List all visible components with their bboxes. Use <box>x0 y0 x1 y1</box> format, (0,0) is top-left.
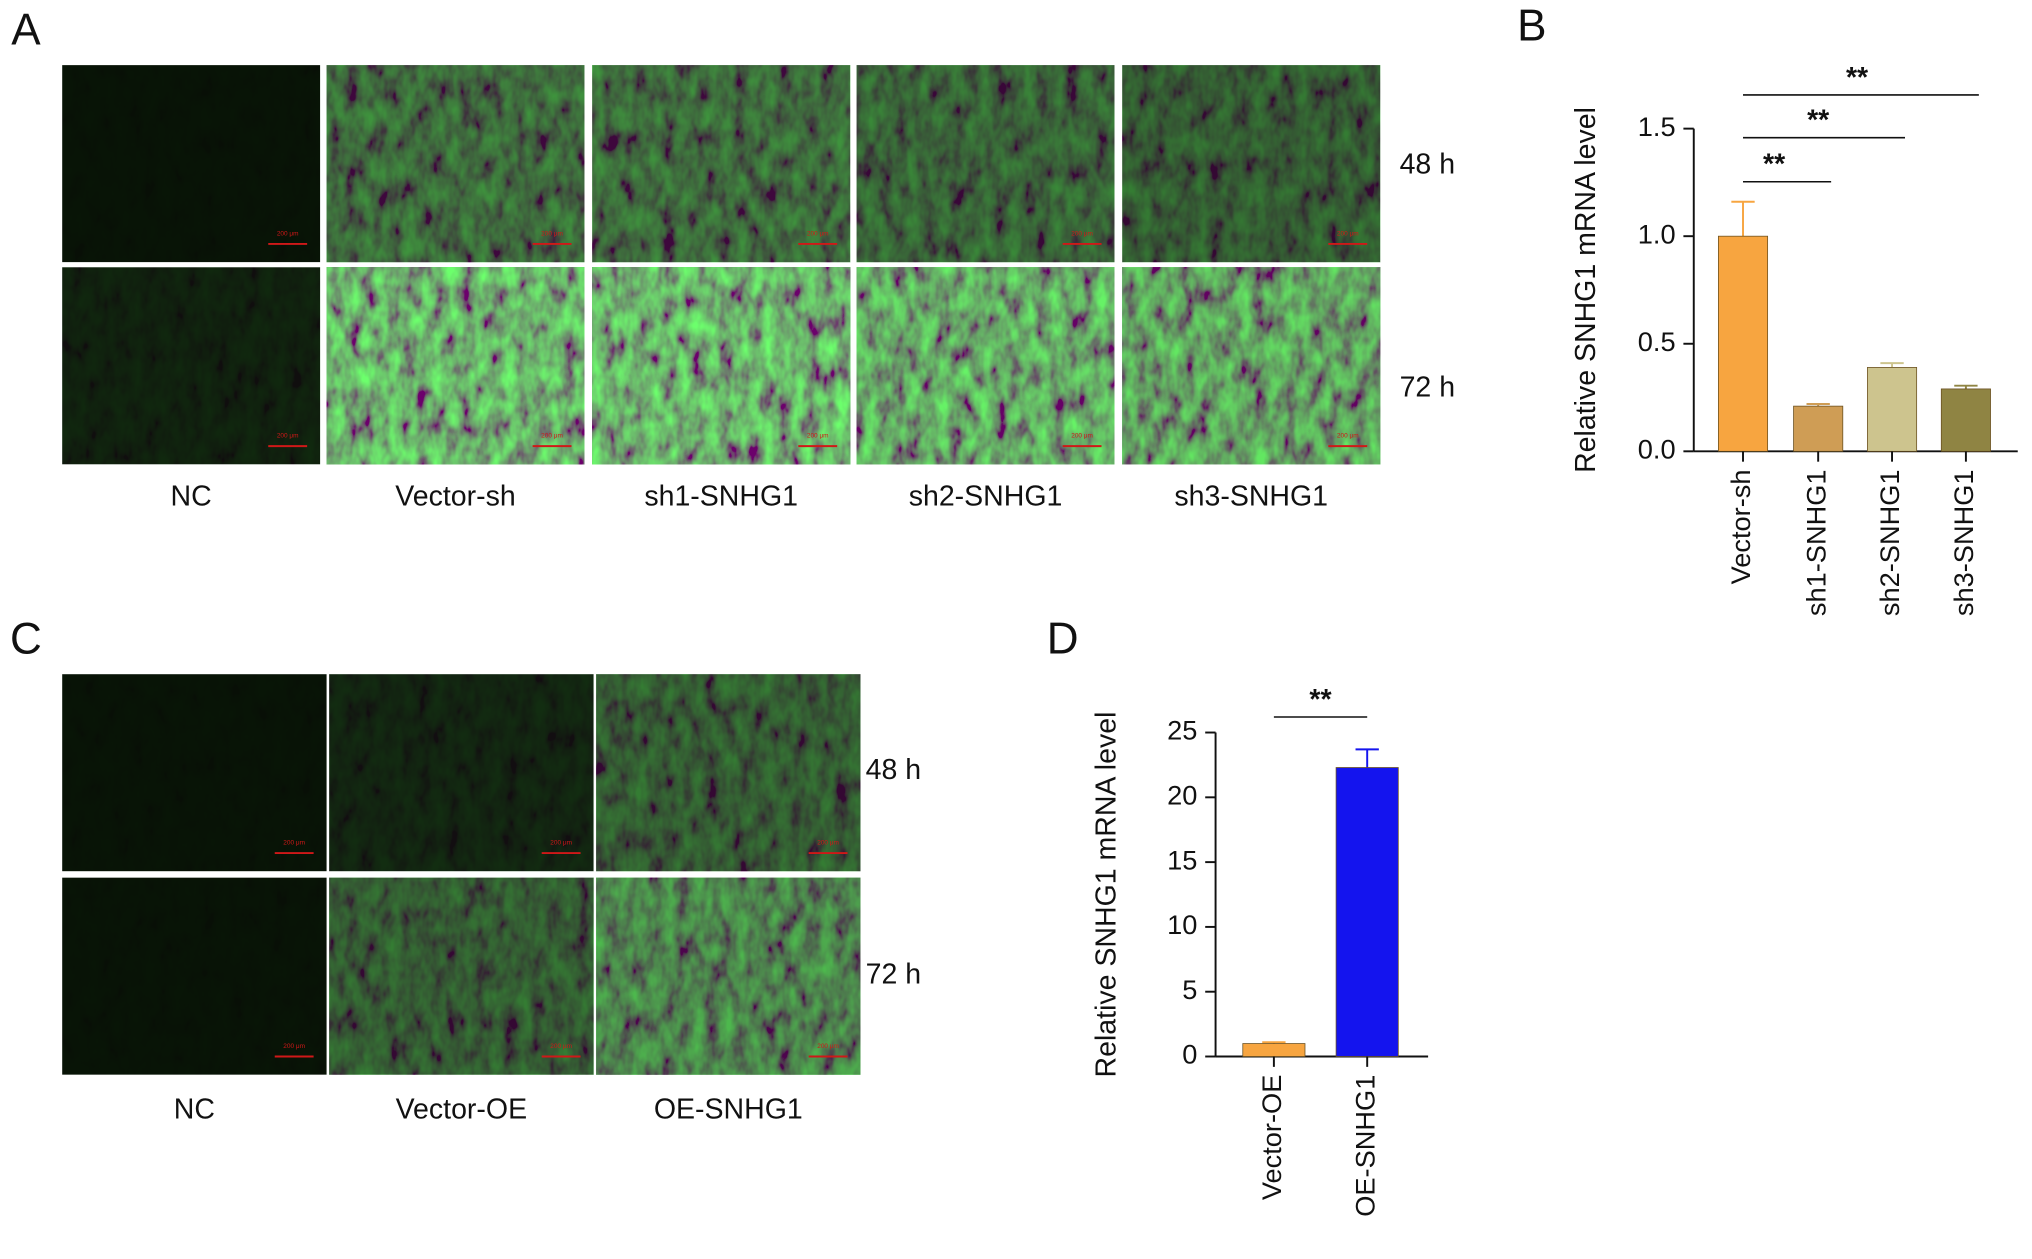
micrograph-texture <box>1122 65 1381 263</box>
scale-bar-label: 200 μm <box>1071 432 1093 439</box>
row-label: 72 h <box>866 959 921 991</box>
micrograph-texture <box>326 65 585 263</box>
micrograph-texture <box>1122 267 1381 465</box>
scale-bar-label: 200 μm <box>817 1043 839 1050</box>
scale-bar-label: 200 μm <box>1071 230 1093 237</box>
micrograph-texture <box>596 674 861 872</box>
significance-label: ** <box>1807 105 1830 137</box>
micrograph-texture <box>856 267 1115 465</box>
micrograph <box>62 877 327 1075</box>
column-label: Vector-sh <box>395 480 515 512</box>
y-tick-label: 0 <box>1182 1039 1197 1070</box>
scale-bar-label: 200 μm <box>1337 432 1359 439</box>
column-label: sh1-SNHG1 <box>644 480 798 512</box>
micrograph-texture <box>596 877 861 1075</box>
column-label: Vector-OE <box>396 1093 527 1125</box>
y-axis-label: Relative SNHG1 mRNA level <box>1570 107 1602 473</box>
x-tick-label: Vector-sh <box>1725 469 1756 584</box>
scale-bar-label: 200 μm <box>283 1043 305 1050</box>
y-tick-label: 0.5 <box>1638 326 1676 357</box>
scale-bar-label: 200 μm <box>817 839 839 846</box>
significance-label: ** <box>1309 684 1332 716</box>
scale-bar-label: 200 μm <box>541 230 563 237</box>
panel-label: B <box>1517 1 1546 50</box>
micrograph-texture <box>62 267 321 465</box>
micrograph-texture <box>329 674 594 872</box>
y-tick-label: 10 <box>1167 909 1197 940</box>
micrograph-texture <box>856 65 1115 263</box>
panel-label: C <box>10 614 42 663</box>
y-tick-label: 0.0 <box>1638 433 1676 464</box>
significance-label: ** <box>1763 149 1786 181</box>
y-tick-label: 20 <box>1167 780 1197 811</box>
x-tick-label: OE-SNHG1 <box>1349 1075 1380 1217</box>
scale-bar-label: 200 μm <box>550 839 572 846</box>
column-label: NC <box>174 1093 215 1125</box>
y-tick-label: 1.5 <box>1638 111 1676 142</box>
panel-label: D <box>1047 614 1079 663</box>
column-label: sh3-SNHG1 <box>1174 480 1328 512</box>
micrograph <box>62 65 321 263</box>
bar <box>1242 1043 1306 1057</box>
micrograph-texture <box>329 877 594 1075</box>
x-tick-label: sh1-SNHG1 <box>1800 469 1831 616</box>
column-label: NC <box>171 480 212 512</box>
row-label: 72 h <box>1400 372 1455 404</box>
y-tick-label: 25 <box>1167 715 1197 746</box>
scale-bar-label: 200 μm <box>283 839 305 846</box>
scale-bar-label: 200 μm <box>277 432 299 439</box>
micrograph-texture <box>592 267 851 465</box>
bar <box>1940 388 1991 452</box>
micrograph <box>62 674 327 872</box>
y-tick-label: 15 <box>1167 844 1197 875</box>
scale-bar-label: 200 μm <box>807 432 829 439</box>
bar <box>1717 235 1769 452</box>
scale-bar-label: 200 μm <box>1337 230 1359 237</box>
micrograph-texture <box>326 267 585 465</box>
bar <box>1335 767 1399 1057</box>
scale-bar-label: 200 μm <box>550 1043 572 1050</box>
x-tick-label: Vector-OE <box>1256 1075 1287 1200</box>
y-tick-label: 5 <box>1182 974 1197 1005</box>
bar <box>1867 367 1918 452</box>
scale-bar-label: 200 μm <box>541 432 563 439</box>
bar <box>1793 405 1844 452</box>
column-label: OE-SNHG1 <box>654 1093 803 1125</box>
x-tick-label: sh2-SNHG1 <box>1874 469 1905 616</box>
scale-bar-label: 200 μm <box>807 230 829 237</box>
row-label: 48 h <box>1400 149 1455 181</box>
y-axis-label: Relative SNHG1 mRNA level <box>1091 712 1123 1078</box>
significance-label: ** <box>1846 62 1869 94</box>
column-label: sh2-SNHG1 <box>909 480 1063 512</box>
panel-label: A <box>11 5 41 54</box>
x-tick-label: sh3-SNHG1 <box>1948 469 1979 616</box>
row-label: 48 h <box>866 754 921 786</box>
y-tick-label: 1.0 <box>1638 218 1676 249</box>
micrograph-texture <box>592 65 851 263</box>
scale-bar-label: 200 μm <box>277 230 299 237</box>
